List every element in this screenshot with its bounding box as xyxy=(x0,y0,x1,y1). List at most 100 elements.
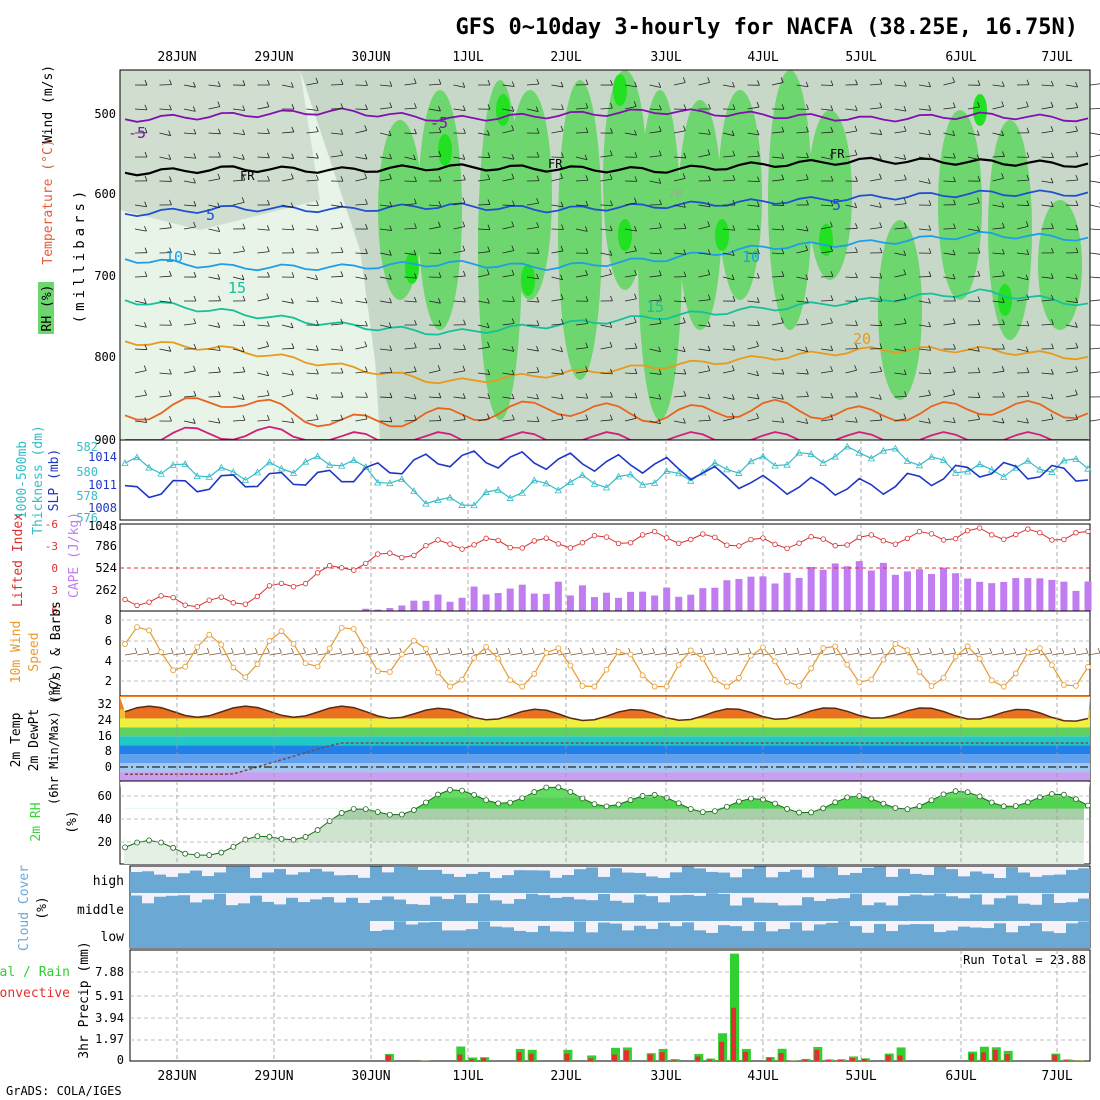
rh-point xyxy=(254,833,261,840)
lifted-index-point xyxy=(1025,526,1031,532)
wind-barb xyxy=(894,348,907,352)
wind-barb-flag xyxy=(340,367,344,374)
wind-barb-flag xyxy=(732,320,736,327)
rh-point xyxy=(808,809,815,816)
wind-barb-flag xyxy=(855,320,858,326)
wind-barb xyxy=(306,82,319,86)
cloud-bar xyxy=(1006,895,1018,921)
thickness-tick: 582 xyxy=(76,440,98,454)
wind-barb-flag xyxy=(438,200,442,207)
pressure-tick: 600 xyxy=(94,187,116,201)
surface-barb-flag xyxy=(604,647,607,654)
wind-barb xyxy=(722,132,735,137)
wind-barb-flag xyxy=(340,414,344,420)
precip-conv-bar xyxy=(588,1058,594,1061)
wind-barb-flag xyxy=(511,269,515,276)
wind-barb-flag xyxy=(463,344,466,350)
wind-barb-flag xyxy=(193,343,197,350)
wind-barb xyxy=(624,250,637,254)
wind-barb xyxy=(967,202,980,206)
rh-core xyxy=(819,224,833,256)
wind-barb xyxy=(869,83,882,86)
precip-conv-bar xyxy=(695,1056,701,1061)
wind-barb-flag xyxy=(291,272,295,278)
wind-barb-flag xyxy=(462,221,466,227)
lifted-index-point xyxy=(736,543,742,549)
wind-barb xyxy=(747,204,760,207)
lifted-index-point xyxy=(760,535,766,541)
cape-bar xyxy=(627,591,635,611)
wind-barb xyxy=(918,276,931,278)
wind-barb-flag xyxy=(511,393,515,400)
cloud-bar xyxy=(610,868,622,893)
rh-core xyxy=(521,264,535,296)
wind-barb xyxy=(943,276,956,280)
wind-barb xyxy=(232,324,245,326)
cloud-bar xyxy=(994,878,1006,893)
wind-barb xyxy=(845,276,858,279)
wind-barb xyxy=(281,372,294,376)
cloud-bar xyxy=(730,877,742,893)
cloud-bar xyxy=(970,871,982,893)
cape-bar xyxy=(675,596,683,611)
wind-barb xyxy=(698,370,710,374)
wind-barb xyxy=(428,226,441,230)
wind-barb-flag xyxy=(169,270,172,277)
wind-barb xyxy=(379,420,392,423)
wind-barb-flag xyxy=(805,174,809,180)
wind-barb-flag xyxy=(242,174,246,181)
temp-tick: 0 xyxy=(105,760,112,774)
wind-barb-flag xyxy=(682,317,686,323)
wind-barb-flag xyxy=(879,296,883,302)
lifted-index-point xyxy=(663,535,670,541)
cloud-bar xyxy=(154,896,166,921)
thickness-point xyxy=(1084,464,1092,472)
wind-barb-flag xyxy=(192,418,196,424)
wind-barb xyxy=(845,227,858,230)
surface-barb-flag xyxy=(856,647,860,654)
cloud-bar xyxy=(526,932,538,948)
wind-barb-flag xyxy=(658,270,662,276)
wind-barb-flag xyxy=(193,221,196,228)
wind-barb-flag xyxy=(339,298,343,304)
wind-barb-flag xyxy=(903,293,907,300)
wind-speed-point xyxy=(122,641,128,647)
lifted-index-point xyxy=(1073,530,1079,536)
wind-barb xyxy=(551,108,564,110)
wind-barb-flag xyxy=(732,225,736,231)
wind-barb xyxy=(698,299,711,302)
contour-30 xyxy=(125,425,1088,441)
wind-barb-flag xyxy=(315,77,319,83)
cloud-bar xyxy=(262,872,274,893)
thickness-point xyxy=(169,461,177,468)
cloud-bar xyxy=(214,893,226,921)
thickness-point xyxy=(313,452,322,460)
upper-wind-barbs xyxy=(134,77,1100,425)
lifted-index-point xyxy=(676,540,682,547)
cloud-bar xyxy=(286,874,298,893)
cape-bar xyxy=(831,563,839,611)
surface-barb xyxy=(859,652,872,656)
cloud-bar xyxy=(898,924,910,948)
cloud-bar xyxy=(586,932,598,948)
top-date-label: 1JUL xyxy=(452,50,483,65)
thickness-point xyxy=(530,476,538,484)
wind-barb-flag xyxy=(389,392,393,398)
contour-label: 20 xyxy=(853,330,871,348)
wind-barb-flag xyxy=(634,225,637,232)
rh-point xyxy=(278,835,285,842)
surface-barb-flag xyxy=(507,647,511,654)
thickness-point xyxy=(891,444,900,452)
wind-barb-flag xyxy=(757,80,760,86)
wind-barb-flag xyxy=(1001,417,1005,424)
thickness-point xyxy=(374,478,382,486)
wind-barb xyxy=(894,130,907,134)
cape-bar xyxy=(506,588,514,611)
cloud-bar xyxy=(274,904,286,921)
wind-barb-flag xyxy=(242,105,246,111)
lifted-index-point xyxy=(940,537,947,543)
wind-barb-flag xyxy=(168,297,172,303)
wind-barb xyxy=(649,348,661,353)
rh-point xyxy=(940,791,947,798)
surface-barb xyxy=(895,652,908,656)
